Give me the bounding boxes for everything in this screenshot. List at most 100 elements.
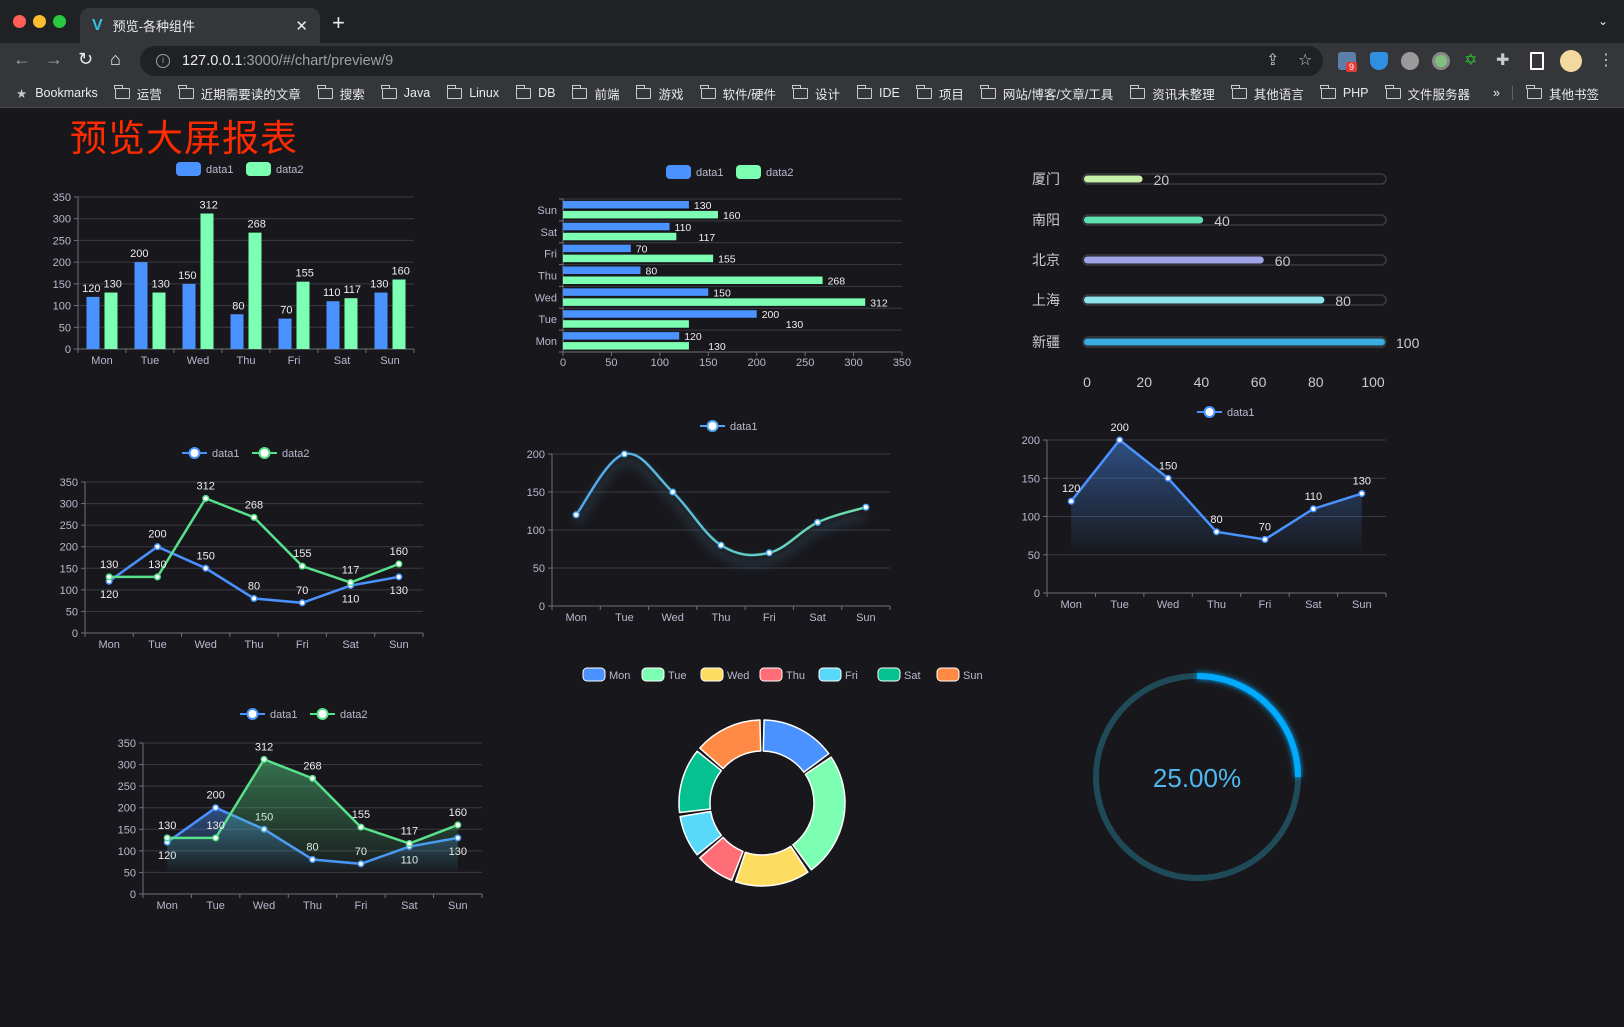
y-tick-label: 200 xyxy=(118,803,136,815)
more-bookmarks-chevron[interactable]: » xyxy=(1493,86,1513,100)
bookmark-folder[interactable]: 文件服务器 xyxy=(1385,84,1471,103)
data-point xyxy=(202,494,210,502)
folder-icon xyxy=(515,84,532,99)
legend-item[interactable]: Mon xyxy=(582,667,630,682)
bookmark-label: 资讯未整理 xyxy=(1152,87,1215,102)
tab-search-chevron-icon[interactable]: ⌄ xyxy=(1597,14,1608,28)
x-tick-label: 60 xyxy=(1251,374,1267,390)
extension-command-icon[interactable] xyxy=(1401,52,1419,70)
bookmark-folder[interactable]: 搜索 xyxy=(317,84,365,103)
legend-item[interactable]: data2 xyxy=(252,447,310,460)
data-point xyxy=(862,503,870,511)
home-icon[interactable]: ⌂ xyxy=(110,49,121,69)
bookmark-folder[interactable]: 近期需要读的文章 xyxy=(178,84,301,103)
bookmark-folder[interactable]: 游戏 xyxy=(635,84,684,103)
legend-item[interactable]: data1 xyxy=(700,420,758,433)
legend-label: data1 xyxy=(1227,407,1255,419)
bookmark-folder[interactable]: 前端 xyxy=(571,84,619,103)
bar xyxy=(374,292,388,349)
legend-item[interactable]: Thu xyxy=(759,667,805,682)
close-tab-icon[interactable]: ✕ xyxy=(295,17,308,35)
x-tick-label: Tue xyxy=(1110,599,1129,611)
data-point xyxy=(405,839,413,848)
share-icon[interactable]: ⇪ xyxy=(1266,52,1280,69)
legend-item[interactable]: data1 xyxy=(240,708,298,721)
data-label: 150 xyxy=(1159,460,1177,472)
site-info-icon[interactable]: i xyxy=(156,54,170,68)
browser-tab[interactable]: V 预览-各种组件 ✕ xyxy=(80,8,320,43)
legend-item[interactable]: Fri xyxy=(818,667,858,682)
category-label: 南阳 xyxy=(1032,212,1060,228)
maximize-window-button[interactable] xyxy=(53,15,66,28)
bar xyxy=(563,266,641,274)
legend-item[interactable]: data1 xyxy=(176,162,234,176)
data-label: 80 xyxy=(248,580,260,592)
bookmark-folder[interactable]: 网站/博客/文章/工具 xyxy=(980,84,1113,103)
x-tick-label: Sun xyxy=(1352,599,1372,611)
legend-item[interactable]: data2 xyxy=(310,708,368,721)
menu-kebab-icon[interactable]: ⋮ xyxy=(1598,52,1614,69)
legend-item[interactable]: Wed xyxy=(700,667,749,682)
bar xyxy=(230,314,244,349)
x-tick-label: Fri xyxy=(1259,599,1272,611)
data-point xyxy=(1358,490,1366,498)
bookmark-label: 搜索 xyxy=(339,87,365,102)
progress-fill xyxy=(1084,216,1204,224)
bookmark-label: 文件服务器 xyxy=(1407,87,1471,102)
legend-item[interactable]: Tue xyxy=(641,667,687,682)
bookmark-star-icon[interactable]: ☆ xyxy=(1298,52,1313,69)
forward-icon[interactable]: → xyxy=(45,49,63,69)
bookmark-label: PHP xyxy=(1342,86,1369,100)
bookmark-folder[interactable]: 其他语言 xyxy=(1231,84,1304,103)
data-label: 80 xyxy=(232,300,244,312)
reload-icon[interactable]: ↻ xyxy=(78,49,94,69)
side-panel-icon[interactable] xyxy=(1530,52,1544,70)
bookmark-label: DB xyxy=(538,86,556,100)
data-point xyxy=(153,543,161,551)
bookmark-folder[interactable]: 软件/硬件 xyxy=(700,84,776,103)
legend-item[interactable]: data2 xyxy=(246,162,304,176)
x-tick-label: Tue xyxy=(206,900,225,912)
extension-circle-icon[interactable] xyxy=(1432,52,1450,70)
close-window-button[interactable] xyxy=(13,15,26,28)
bookmark-folder[interactable]: IDE xyxy=(856,84,900,103)
legend-item[interactable]: data1 xyxy=(666,165,724,179)
x-tick-label: Sat xyxy=(1305,599,1322,611)
minimize-window-button[interactable] xyxy=(33,15,46,28)
bookmark-folder[interactable]: DB xyxy=(515,84,556,103)
profile-avatar[interactable] xyxy=(1560,50,1582,72)
bookmark-folder[interactable]: 设计 xyxy=(792,84,840,103)
gauge-value: 25.00% xyxy=(1153,763,1241,793)
bookmark-other[interactable]: 其他书签 xyxy=(1526,84,1599,103)
bookmark-folder[interactable]: Java xyxy=(381,84,430,103)
legend-item[interactable]: Sat xyxy=(877,667,921,682)
bookmark-folder[interactable]: PHP xyxy=(1320,84,1369,103)
extension-star-icon[interactable]: ✡ xyxy=(1464,52,1478,69)
address-bar[interactable]: i 127.0.0.1:3000/#/chart/preview/9 xyxy=(140,46,1323,76)
legend-item[interactable]: data1 xyxy=(1197,406,1255,419)
legend-item[interactable]: data2 xyxy=(736,165,794,179)
donut-slice xyxy=(699,836,744,882)
bar xyxy=(152,292,166,349)
extensions-puzzle-icon[interactable]: ✚ xyxy=(1496,52,1510,69)
y-tick-label: 0 xyxy=(130,889,136,901)
legend-swatch xyxy=(176,162,201,176)
bookmark-folder[interactable]: 项目 xyxy=(916,84,964,103)
bookmark-folder[interactable]: 运营 xyxy=(114,84,162,103)
extension-gem-icon[interactable] xyxy=(1370,52,1388,70)
x-tick-label: Thu xyxy=(245,639,264,651)
bookmark-folder[interactable]: Linux xyxy=(446,84,499,103)
y-tick-label: 250 xyxy=(60,520,78,532)
back-icon[interactable]: ← xyxy=(13,49,31,69)
bookmark-bookmarks[interactable]: ★ Bookmarks xyxy=(16,86,98,101)
legend-label: Sun xyxy=(963,670,983,682)
data-label: 155 xyxy=(293,548,311,560)
bookmark-label: 运营 xyxy=(136,87,162,102)
bookmark-folder[interactable]: 资讯未整理 xyxy=(1129,84,1215,103)
new-tab-button[interactable]: + xyxy=(332,10,345,35)
category-label: 新疆 xyxy=(1032,334,1060,350)
legend-item[interactable]: Sun xyxy=(936,667,983,682)
x-tick-label: Thu xyxy=(712,612,731,624)
data-point xyxy=(454,821,462,829)
legend-item[interactable]: data1 xyxy=(182,447,240,460)
